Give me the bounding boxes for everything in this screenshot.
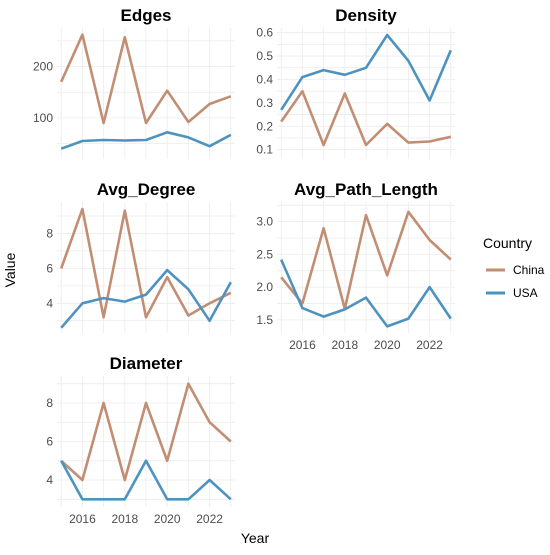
y-tick-label: 4 (46, 473, 53, 487)
x-tick-label: 2020 (154, 512, 181, 526)
series-line-china (280, 210, 452, 311)
x-tick-label: 2020 (374, 338, 401, 352)
legend-label-usa: USA (513, 286, 538, 300)
y-tick-label: 0.3 (256, 96, 273, 110)
y-tick-label: 3.0 (256, 215, 273, 229)
x-axis-title: Year (241, 530, 270, 546)
y-tick-label: 0.1 (256, 143, 273, 157)
legend: Country China USA (483, 235, 545, 300)
y-tick-label: 8 (46, 226, 53, 240)
y-tick-label: 100 (33, 111, 53, 125)
series-line-usa (60, 268, 232, 329)
x-tick-label: 2022 (416, 338, 443, 352)
y-tick-label: 8 (46, 396, 53, 410)
y-axis-title: Value (2, 252, 18, 287)
y-tick-label: 0.2 (256, 119, 273, 133)
series-line-usa (60, 459, 232, 501)
y-tick-label: 2.5 (256, 247, 273, 261)
series-line-usa (60, 131, 232, 150)
panel-title: Diameter (110, 354, 183, 373)
y-tick-label: 200 (33, 60, 53, 74)
y-tick-label: 0.5 (256, 49, 273, 63)
x-tick-label: 2018 (331, 338, 358, 352)
panel-avg-degree: 4 6 8 Avg_Degree (46, 180, 235, 333)
legend-label-china: China (513, 263, 545, 277)
series-line-usa (280, 33, 452, 111)
y-tick-label: 2.0 (256, 280, 273, 294)
x-tick-label: 2022 (196, 512, 223, 526)
panel-title: Edges (120, 6, 171, 25)
y-tick-label: 4 (46, 296, 53, 310)
series-line-china (280, 89, 452, 147)
x-tick-label: 2018 (111, 512, 138, 526)
y-tick-label: 0.6 (256, 26, 273, 40)
panel-title: Avg_Degree (97, 180, 196, 199)
y-tick-label: 6 (46, 261, 53, 275)
panel-title: Avg_Path_Length (294, 180, 438, 199)
series-line-china (59, 207, 232, 319)
panel-title: Density (335, 6, 397, 25)
y-tick-label: 6 (46, 435, 53, 449)
x-tick-label: 2016 (69, 512, 96, 526)
y-tick-label: 1.5 (256, 313, 273, 327)
panel-edges: 100 200 Edges (33, 6, 235, 159)
panel-density: 0.1 0.2 0.3 0.4 0.5 0.6 Density (256, 6, 455, 159)
legend-title: Country (483, 235, 532, 251)
series-line-china (60, 382, 232, 482)
panel-diameter: 4 6 8 2016 2018 2020 2022 Diameter (46, 354, 235, 526)
panel-avg-path-length: 1.5 2.0 2.5 3.0 2016 2018 2020 2022 Avg_Path_Len… (256, 180, 455, 352)
series-line-usa (280, 259, 452, 328)
series-line-china (60, 33, 232, 125)
y-tick-label: 0.4 (256, 72, 273, 86)
x-tick-label: 2016 (289, 338, 316, 352)
